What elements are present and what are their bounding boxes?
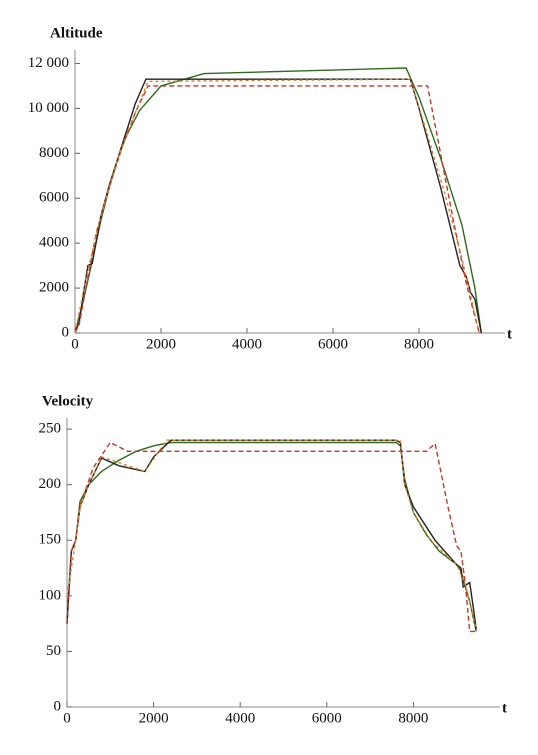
x-tick-label: 4000	[225, 710, 255, 726]
x-axis-label: t	[502, 700, 507, 716]
x-tick-label: 2000	[146, 336, 176, 352]
y-tick-label: 150	[39, 532, 62, 548]
y-tick-label: 0	[54, 698, 62, 714]
series-line	[66, 441, 477, 633]
x-tick-label: 8000	[398, 710, 428, 726]
plot: Altitude t 0 2000 4000 6000 8000 10 000 12 000 0 2…	[28, 25, 512, 352]
y-axis-label: Velocity	[42, 393, 94, 409]
y-tick-label: 4000	[39, 235, 69, 251]
y-tick-label: 100	[39, 587, 62, 603]
y-tick-label: 2000	[39, 280, 69, 296]
series-line	[66, 439, 477, 630]
y-tick-label: 10 000	[28, 100, 69, 116]
y-tick-label: 200	[39, 476, 62, 492]
x-axis-label: t	[507, 326, 512, 342]
y-tick-label: 6000	[39, 190, 69, 206]
y-tick-label: 12 000	[28, 55, 69, 71]
y-tick-label: 250	[39, 421, 62, 437]
y-tick-label: 50	[46, 643, 61, 659]
series-line	[66, 441, 477, 632]
x-tick-label: 2000	[139, 710, 169, 726]
series-line	[74, 78, 480, 334]
series-line	[74, 78, 482, 334]
x-tick-label: 4000	[232, 336, 262, 352]
x-tick-label: 6000	[312, 710, 342, 726]
series-line	[66, 439, 477, 630]
x-tick-label: 0	[71, 336, 79, 352]
y-tick-label: 0	[62, 324, 70, 340]
series-line	[74, 67, 482, 334]
x-tick-label: 0	[63, 710, 71, 726]
x-tick-label: 6000	[318, 336, 348, 352]
y-axis-label: Altitude	[50, 25, 103, 41]
y-tick-label: 8000	[39, 145, 69, 161]
series-line	[74, 85, 480, 334]
x-tick-label: 8000	[404, 336, 434, 352]
plot: Velocity t 0 50 100 150 200 250 0 2000 4000 6000 800…	[39, 393, 508, 726]
